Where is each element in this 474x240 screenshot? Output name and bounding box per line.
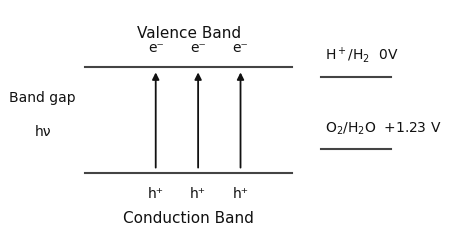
- Text: Valence Band: Valence Band: [137, 26, 241, 41]
- Text: O$_2$/H$_2$O  +1.23 V: O$_2$/H$_2$O +1.23 V: [325, 120, 442, 137]
- Text: H$^+$/H$_2$  0V: H$^+$/H$_2$ 0V: [325, 45, 399, 65]
- Text: h⁺: h⁺: [190, 187, 206, 201]
- Text: Band gap: Band gap: [9, 91, 76, 105]
- Text: h⁺: h⁺: [233, 187, 248, 201]
- Text: e⁻: e⁻: [233, 41, 248, 55]
- Text: hν: hν: [34, 125, 51, 139]
- Text: e⁻: e⁻: [148, 41, 164, 55]
- Text: e⁻: e⁻: [190, 41, 206, 55]
- Text: h⁺: h⁺: [148, 187, 164, 201]
- Text: Conduction Band: Conduction Band: [123, 211, 254, 226]
